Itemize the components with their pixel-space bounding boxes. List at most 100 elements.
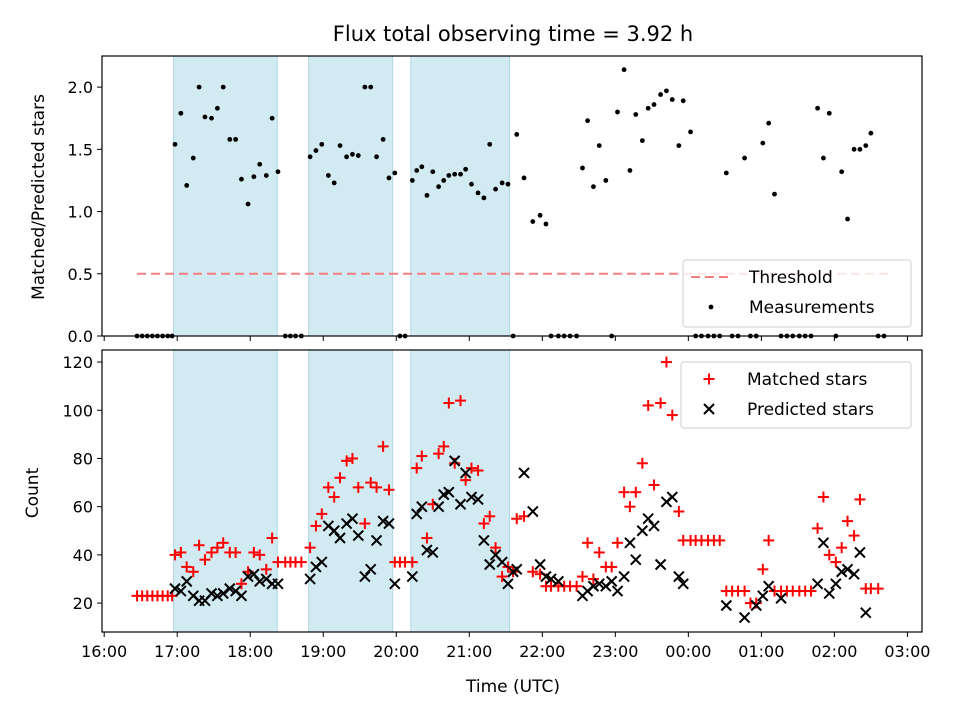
data-point xyxy=(673,570,685,583)
data-point xyxy=(612,537,624,549)
data-point xyxy=(587,573,599,585)
data-point xyxy=(839,169,845,175)
data-point xyxy=(368,84,374,90)
data-point xyxy=(448,455,461,467)
data-point xyxy=(334,532,346,544)
data-point xyxy=(355,153,361,158)
y-tick-label: 0.0 xyxy=(68,327,93,346)
data-point xyxy=(263,173,269,178)
data-point xyxy=(863,143,869,149)
data-point xyxy=(341,455,353,467)
data-point xyxy=(714,534,726,546)
data-point xyxy=(677,578,689,590)
data-point xyxy=(458,171,463,177)
data-point xyxy=(511,563,523,576)
data-point xyxy=(651,102,657,107)
shaded-interval-3 xyxy=(410,349,510,633)
data-point xyxy=(545,573,557,585)
data-point xyxy=(383,517,395,530)
data-point xyxy=(826,110,832,116)
data-point xyxy=(496,556,508,568)
data-point xyxy=(673,505,685,517)
data-point xyxy=(666,409,678,421)
data-point xyxy=(352,481,364,493)
data-point xyxy=(269,115,275,121)
data-point xyxy=(669,97,675,102)
data-point xyxy=(630,486,642,498)
y-tick-label: 100 xyxy=(62,401,93,420)
data-point xyxy=(319,141,325,147)
data-point xyxy=(409,178,415,183)
data-point xyxy=(454,498,467,510)
data-point xyxy=(511,513,523,525)
data-point xyxy=(763,534,775,546)
data-point xyxy=(587,580,600,592)
data-point xyxy=(835,566,848,578)
legend-box xyxy=(680,361,912,429)
data-point xyxy=(848,568,860,580)
data-point xyxy=(487,141,493,147)
data-point xyxy=(334,472,346,484)
data-point xyxy=(455,395,467,407)
data-point xyxy=(645,105,651,111)
data-point xyxy=(322,481,334,493)
data-point xyxy=(775,592,787,604)
data-point xyxy=(389,578,401,590)
axes-frame xyxy=(101,55,923,337)
legend: Threshold Measurements xyxy=(682,259,912,328)
data-point xyxy=(527,566,539,578)
data-point xyxy=(421,544,433,556)
data-point xyxy=(430,169,436,175)
shaded-interval-1 xyxy=(173,55,278,337)
chart-title: Flux total observing time = 3.92 h xyxy=(333,22,693,46)
legend-label: Threshold xyxy=(748,268,833,288)
data-point xyxy=(841,563,854,576)
data-point xyxy=(633,112,639,117)
data-point xyxy=(316,508,328,520)
data-point xyxy=(463,166,469,172)
data-point xyxy=(475,190,481,196)
data-point xyxy=(636,525,649,537)
data-point xyxy=(527,505,539,518)
data-point xyxy=(416,450,428,462)
data-point xyxy=(472,493,484,506)
data-point xyxy=(230,546,242,558)
data-point xyxy=(666,491,678,503)
data-point xyxy=(481,195,487,201)
data-point xyxy=(331,180,337,186)
data-point xyxy=(872,583,884,595)
data-point xyxy=(304,542,316,554)
data-point xyxy=(254,575,266,588)
data-point xyxy=(518,467,530,479)
data-point xyxy=(193,539,205,551)
x-tick-label: 00:00 xyxy=(665,642,711,661)
data-point xyxy=(235,578,247,590)
data-point xyxy=(414,168,420,173)
data-point xyxy=(630,553,642,566)
data-point xyxy=(350,151,355,157)
legend-swatch-matched xyxy=(703,373,715,385)
data-point xyxy=(830,556,842,568)
data-point xyxy=(465,462,477,474)
data-point xyxy=(352,529,365,542)
data-point xyxy=(169,549,181,561)
data-point xyxy=(514,132,520,137)
x-tick-label: 17:00 xyxy=(154,642,200,661)
data-point xyxy=(621,67,627,73)
legend-swatch-measurements xyxy=(708,304,714,310)
data-point xyxy=(181,561,193,573)
data-point xyxy=(851,146,857,152)
data-point xyxy=(688,129,693,135)
data-point xyxy=(443,397,455,409)
data-point xyxy=(416,500,428,513)
data-point xyxy=(742,155,747,161)
data-point xyxy=(680,98,686,104)
x-tick-label: 19:00 xyxy=(300,642,346,661)
data-point xyxy=(537,212,543,218)
data-point xyxy=(636,457,648,469)
data-point xyxy=(380,136,386,142)
data-point xyxy=(490,542,502,554)
shaded-interval-2 xyxy=(308,55,394,337)
y-axis-label-top: Matched/Predicted stars xyxy=(29,94,49,300)
data-point xyxy=(571,580,583,592)
